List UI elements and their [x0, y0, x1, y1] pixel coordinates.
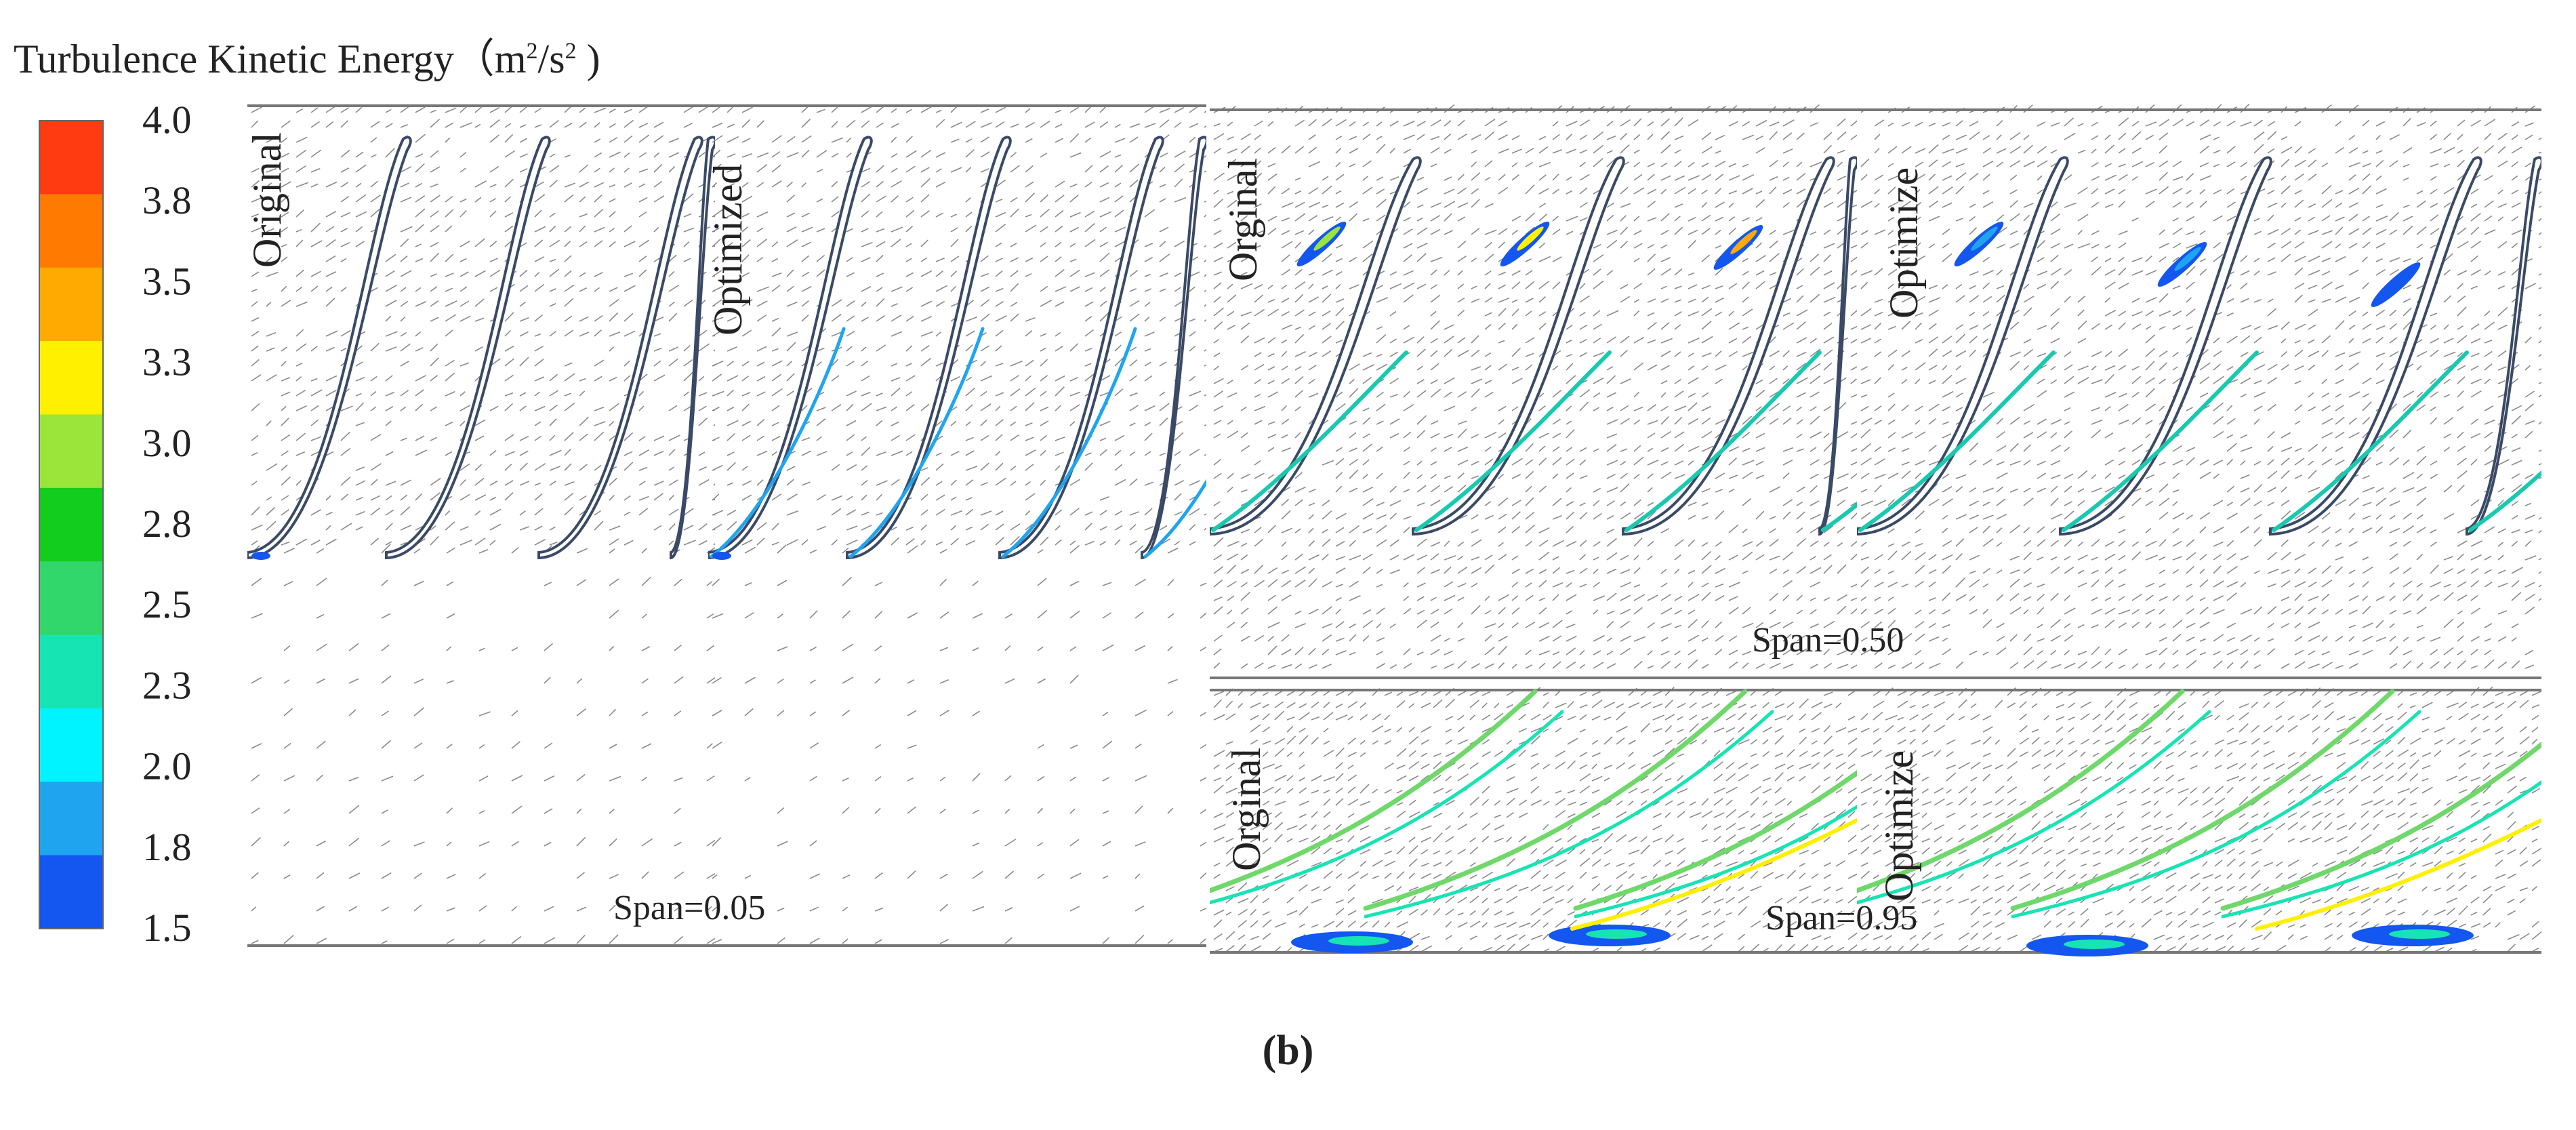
colorbar-legend: 4.0 3.8 3.5 3.3 3.0 2.8 2.5 2.3 2.0 1.8 1.5 [39, 98, 192, 950]
velocity-vectors [1213, 687, 1857, 952]
colorbar-swatch [39, 708, 103, 783]
tke-contour [2062, 350, 2259, 532]
blade-outline [670, 136, 715, 560]
figure-caption: (b) [1262, 1028, 1314, 1074]
colorbar-tick-label: 3.8 [142, 178, 192, 222]
tke-hotspot [2174, 247, 2201, 271]
colorbar-title: Turbulence Kinetic Energy（m2/s2 ) [14, 37, 600, 81]
blade-outline [998, 136, 1164, 560]
blade-outline [537, 136, 703, 560]
tke-hotspot [2064, 940, 2125, 949]
panel-label-span050-original: Orginal [1221, 157, 1265, 281]
colorbar-swatch [39, 561, 103, 636]
span-label-095: Span=0.95 [1765, 899, 1918, 937]
panel-span095-optimized [1857, 685, 2541, 963]
tke-contour [1210, 689, 1538, 893]
tke-hotspot [1517, 226, 1544, 251]
colorbar-tick-label: 3.3 [142, 340, 192, 384]
panel-span005-original [247, 102, 715, 963]
colorbar-tick-label: 4.0 [142, 98, 192, 142]
colorbar-tick-label: 2.3 [142, 663, 192, 707]
panel-span050-optimized [1857, 102, 2541, 685]
colorbar-swatch [39, 487, 103, 563]
tke-contour [2220, 741, 2541, 911]
blade-outline [2269, 156, 2482, 536]
panel-label-span005-original: Original [245, 132, 289, 268]
tke-contour [2010, 689, 2395, 911]
panel-label-span095-optimized: Optimize [1877, 750, 1921, 902]
tke-contour [2011, 710, 2421, 919]
tke-contour [1857, 689, 2185, 893]
tke-contour [2255, 818, 2541, 931]
velocity-vectors [712, 544, 1206, 944]
span-label-050: Span=0.50 [1752, 621, 1904, 660]
blade-outline [1622, 156, 1835, 536]
tke-contour [1210, 710, 1564, 905]
panel-label-span050-optimized: Optimize [1881, 167, 1926, 319]
tke-hotspot [1586, 929, 1647, 939]
tke-hotspot [2389, 929, 2450, 939]
tke-hotspot [1313, 226, 1341, 251]
tke-contour [1364, 710, 1774, 919]
blade-outline [2466, 156, 2541, 536]
tke-contour [849, 327, 985, 559]
tke-contour [1363, 689, 1748, 911]
tke-contour [2221, 780, 2541, 919]
panel-label-span005-optimized: Optimized [706, 163, 750, 336]
tke-contour [1211, 350, 1408, 532]
panel-label-span095-original: Orginal [1224, 747, 1269, 871]
colorbar-swatch [39, 267, 103, 342]
tke-contour [710, 327, 846, 559]
tke-hotspot [1328, 936, 1389, 946]
velocity-vectors [1213, 104, 1857, 669]
colorbar-swatch [39, 194, 103, 268]
colorbar-swatch [39, 782, 103, 856]
blade-outline [1412, 156, 1625, 536]
tke-contour [1821, 502, 1857, 532]
blade-outline [247, 136, 412, 560]
colorbar-swatch [39, 634, 103, 709]
panel-span050-original [1210, 102, 1857, 685]
colorbar-tick-label: 1.5 [142, 906, 192, 950]
tke-contour [1857, 710, 2211, 905]
tke-hotspot [1971, 226, 1998, 251]
colorbar-swatch [39, 121, 103, 195]
colorbar-tick-label: 3.0 [142, 421, 192, 465]
tke-contour [1858, 350, 2056, 532]
tke-hotspot [1730, 230, 1757, 254]
tke-contour [1414, 350, 1612, 532]
span-label-005: Span=0.05 [613, 889, 766, 927]
velocity-vectors [1860, 103, 2541, 669]
colorbar-tick-label: 3.5 [142, 259, 192, 303]
tke-contour [1574, 805, 1857, 919]
tke-contour [1624, 350, 1822, 532]
tke-contour [1001, 327, 1137, 559]
tke-contour [1143, 479, 1206, 559]
tke-contour [2468, 470, 2541, 532]
velocity-vectors [1860, 686, 2541, 952]
panel-span095-original [1210, 685, 1857, 963]
tke-contour [251, 552, 270, 560]
tke-contour [2272, 350, 2469, 532]
blade-outline [385, 136, 551, 560]
colorbar-swatch [39, 341, 103, 416]
tke-contour [712, 552, 731, 560]
blade-outline [1141, 136, 1206, 560]
colorbar-tick-label: 2.8 [142, 502, 192, 546]
colorbar-swatch [39, 855, 103, 929]
tke-contour [1570, 818, 1857, 931]
panel-span005-optimized [708, 102, 1206, 963]
velocity-vectors [712, 104, 1206, 546]
colorbar-tick-label: 2.5 [142, 582, 192, 626]
colorbar-tick-label: 2.0 [142, 744, 192, 788]
velocity-vectors [251, 544, 715, 944]
colorbar-swatch [39, 414, 103, 489]
colorbar-tick-label: 1.8 [142, 825, 192, 869]
tke-hotspot [2388, 267, 2415, 291]
tke-contour [1573, 769, 1857, 911]
blade-outline [1818, 156, 1857, 536]
colorbar-frame [39, 120, 104, 929]
